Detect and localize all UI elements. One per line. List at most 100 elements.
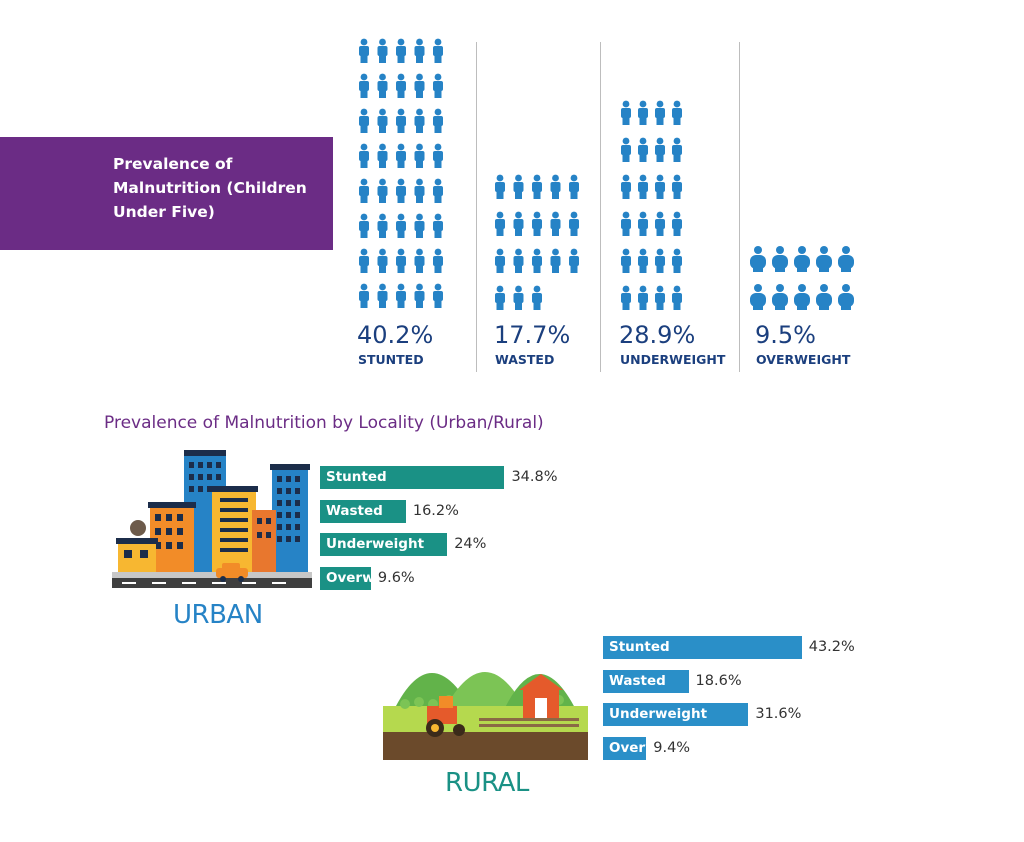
child-figure-icon	[433, 143, 443, 168]
wasted-label: WASTED	[495, 352, 555, 367]
child-figure-icon	[359, 283, 369, 308]
child-figure-icon	[550, 211, 561, 236]
stunted-label: STUNTED	[358, 352, 424, 367]
child-figure-icon	[532, 211, 542, 236]
stunted-percent: 40.2%	[357, 321, 434, 349]
farm-illustration	[383, 672, 588, 760]
child-figure-icon	[772, 284, 788, 310]
child-figure-icon	[838, 284, 854, 310]
bar-value-label: 16.2%	[412, 502, 459, 519]
child-figure-icon	[414, 178, 425, 203]
child-figure-icon	[621, 137, 631, 162]
child-figure-icon	[550, 248, 561, 273]
child-figure-icon	[433, 248, 443, 273]
underweight-label: UNDERWEIGHT	[620, 352, 726, 367]
child-figure-icon	[672, 137, 682, 162]
urban-label: URBAN	[173, 600, 263, 630]
child-figure-icon	[359, 178, 369, 203]
child-figure-icon	[495, 248, 505, 273]
child-figure-icon	[377, 108, 388, 133]
rural-label: RURAL	[445, 768, 529, 798]
child-figure-icon	[750, 284, 766, 310]
child-figure-icon	[772, 246, 788, 272]
underweight-percent: 28.9%	[619, 321, 696, 349]
child-figure-icon	[532, 248, 542, 273]
bar-value-label: 43.2%	[808, 639, 855, 655]
wasted-percent: 17.7%	[494, 321, 571, 349]
overweight-percent: 9.5%	[755, 321, 816, 349]
child-figure-icon	[750, 246, 766, 272]
city-illustration	[112, 450, 312, 588]
child-figure-icon	[638, 174, 648, 199]
child-figure-icon	[655, 248, 665, 273]
underweight-pictogram	[621, 100, 682, 310]
child-figure-icon	[569, 248, 579, 273]
divider	[600, 42, 601, 372]
child-figure-icon	[495, 285, 505, 310]
child-figure-icon	[513, 248, 524, 273]
child-figure-icon	[433, 283, 443, 308]
child-figure-icon	[672, 100, 682, 125]
child-figure-icon	[359, 73, 369, 98]
child-figure-icon	[414, 143, 425, 168]
child-figure-icon	[672, 248, 682, 273]
child-figure-icon	[816, 246, 832, 272]
child-figure-icon	[838, 246, 854, 272]
bar: Overweight	[603, 736, 697, 760]
child-figure-icon	[672, 285, 682, 310]
child-figure-icon	[433, 108, 443, 133]
bar: Wasted	[320, 499, 406, 523]
child-figure-icon	[513, 285, 524, 310]
child-figure-icon	[433, 73, 443, 98]
stunted-pictogram	[359, 38, 443, 308]
bar-value-label: 24%	[454, 536, 487, 552]
child-figure-icon	[359, 143, 369, 168]
overweight-label: OVERWEIGHT	[756, 352, 851, 367]
child-figure-icon	[816, 284, 832, 310]
child-figure-icon	[638, 137, 648, 162]
wasted-pictogram	[495, 174, 579, 310]
child-figure-icon	[495, 211, 505, 236]
child-figure-icon	[794, 246, 810, 272]
title-banner	[0, 137, 333, 250]
child-figure-icon	[377, 143, 388, 168]
overweight-pictogram	[750, 246, 854, 310]
child-figure-icon	[621, 211, 631, 236]
child-figure-icon	[655, 137, 665, 162]
child-figure-icon	[621, 248, 631, 273]
locality-title: Prevalence of Malnutrition by Locality (…	[104, 413, 544, 433]
child-figure-icon	[532, 285, 542, 310]
child-figure-icon	[359, 213, 369, 238]
child-figure-icon	[569, 174, 579, 199]
child-figure-icon	[396, 108, 406, 133]
child-figure-icon	[532, 174, 542, 199]
child-figure-icon	[414, 283, 425, 308]
child-figure-icon	[377, 73, 388, 98]
child-figure-icon	[433, 213, 443, 238]
child-figure-icon	[414, 213, 425, 238]
bar: Underweight	[603, 703, 749, 726]
bar: Stunted	[320, 466, 505, 489]
child-figure-icon	[396, 178, 406, 203]
child-figure-icon	[359, 38, 369, 63]
child-figure-icon	[377, 38, 388, 63]
child-figure-icon	[396, 213, 406, 238]
bar: Stunted	[603, 636, 802, 659]
child-figure-icon	[638, 285, 648, 310]
child-figure-icon	[569, 211, 579, 236]
bar-value-label: 9.6%	[377, 569, 415, 586]
child-figure-icon	[396, 38, 406, 63]
child-figure-icon	[396, 143, 406, 168]
child-figure-icon	[638, 211, 648, 236]
bar-value-label: 18.6%	[695, 672, 742, 689]
child-figure-icon	[377, 248, 388, 273]
bar: Underweight	[320, 533, 448, 556]
page-title: Prevalence of Malnutrition (Children Und…	[113, 155, 307, 221]
bar-value-label: 9.4%	[653, 739, 691, 756]
child-figure-icon	[638, 248, 648, 273]
child-figure-icon	[433, 178, 443, 203]
child-figure-icon	[513, 211, 524, 236]
child-figure-icon	[672, 174, 682, 199]
child-figure-icon	[513, 174, 524, 199]
child-figure-icon	[638, 100, 648, 125]
